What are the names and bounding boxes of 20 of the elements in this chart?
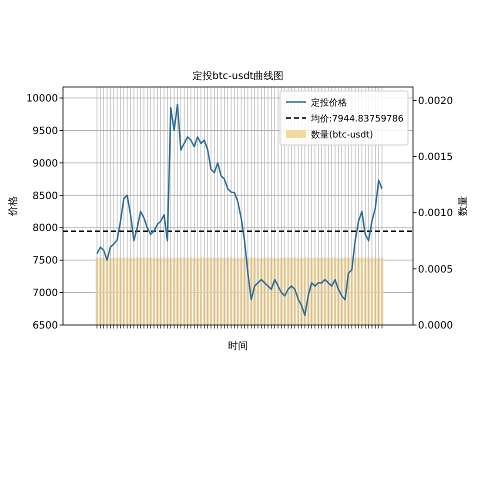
y-tick-label: 7000 — [32, 288, 58, 300]
y2-axis-title: 数量 — [458, 196, 469, 216]
y-tick-label: 6500 — [32, 320, 58, 332]
legend-label: 定投价格 — [311, 98, 347, 108]
y2-tick-label: 0.0005 — [418, 264, 453, 276]
y2-tick-label: 0.0020 — [418, 96, 453, 107]
y-tick-label: 9500 — [32, 126, 58, 137]
legend-label: 均价:7944.83759786 — [310, 114, 404, 124]
y-axis-title: 价格 — [7, 196, 19, 217]
y-tick-label: 10000 — [26, 94, 58, 105]
y2-tick-label: 0.0000 — [418, 320, 453, 332]
legend-label: 数量(btc-usdt) — [311, 130, 374, 140]
x-axis-title: 时间 — [228, 340, 248, 352]
y-tick-label: 7500 — [32, 256, 58, 267]
y2-tick-label: 0.0015 — [418, 152, 453, 164]
y-tick-label: 9000 — [32, 158, 58, 170]
chart-title: 定投btc-usdt曲线图 — [192, 70, 284, 82]
y-tick-label: 8000 — [32, 223, 58, 234]
y-tick-label: 8500 — [32, 190, 58, 202]
y2-tick-label: 0.0010 — [418, 208, 453, 220]
